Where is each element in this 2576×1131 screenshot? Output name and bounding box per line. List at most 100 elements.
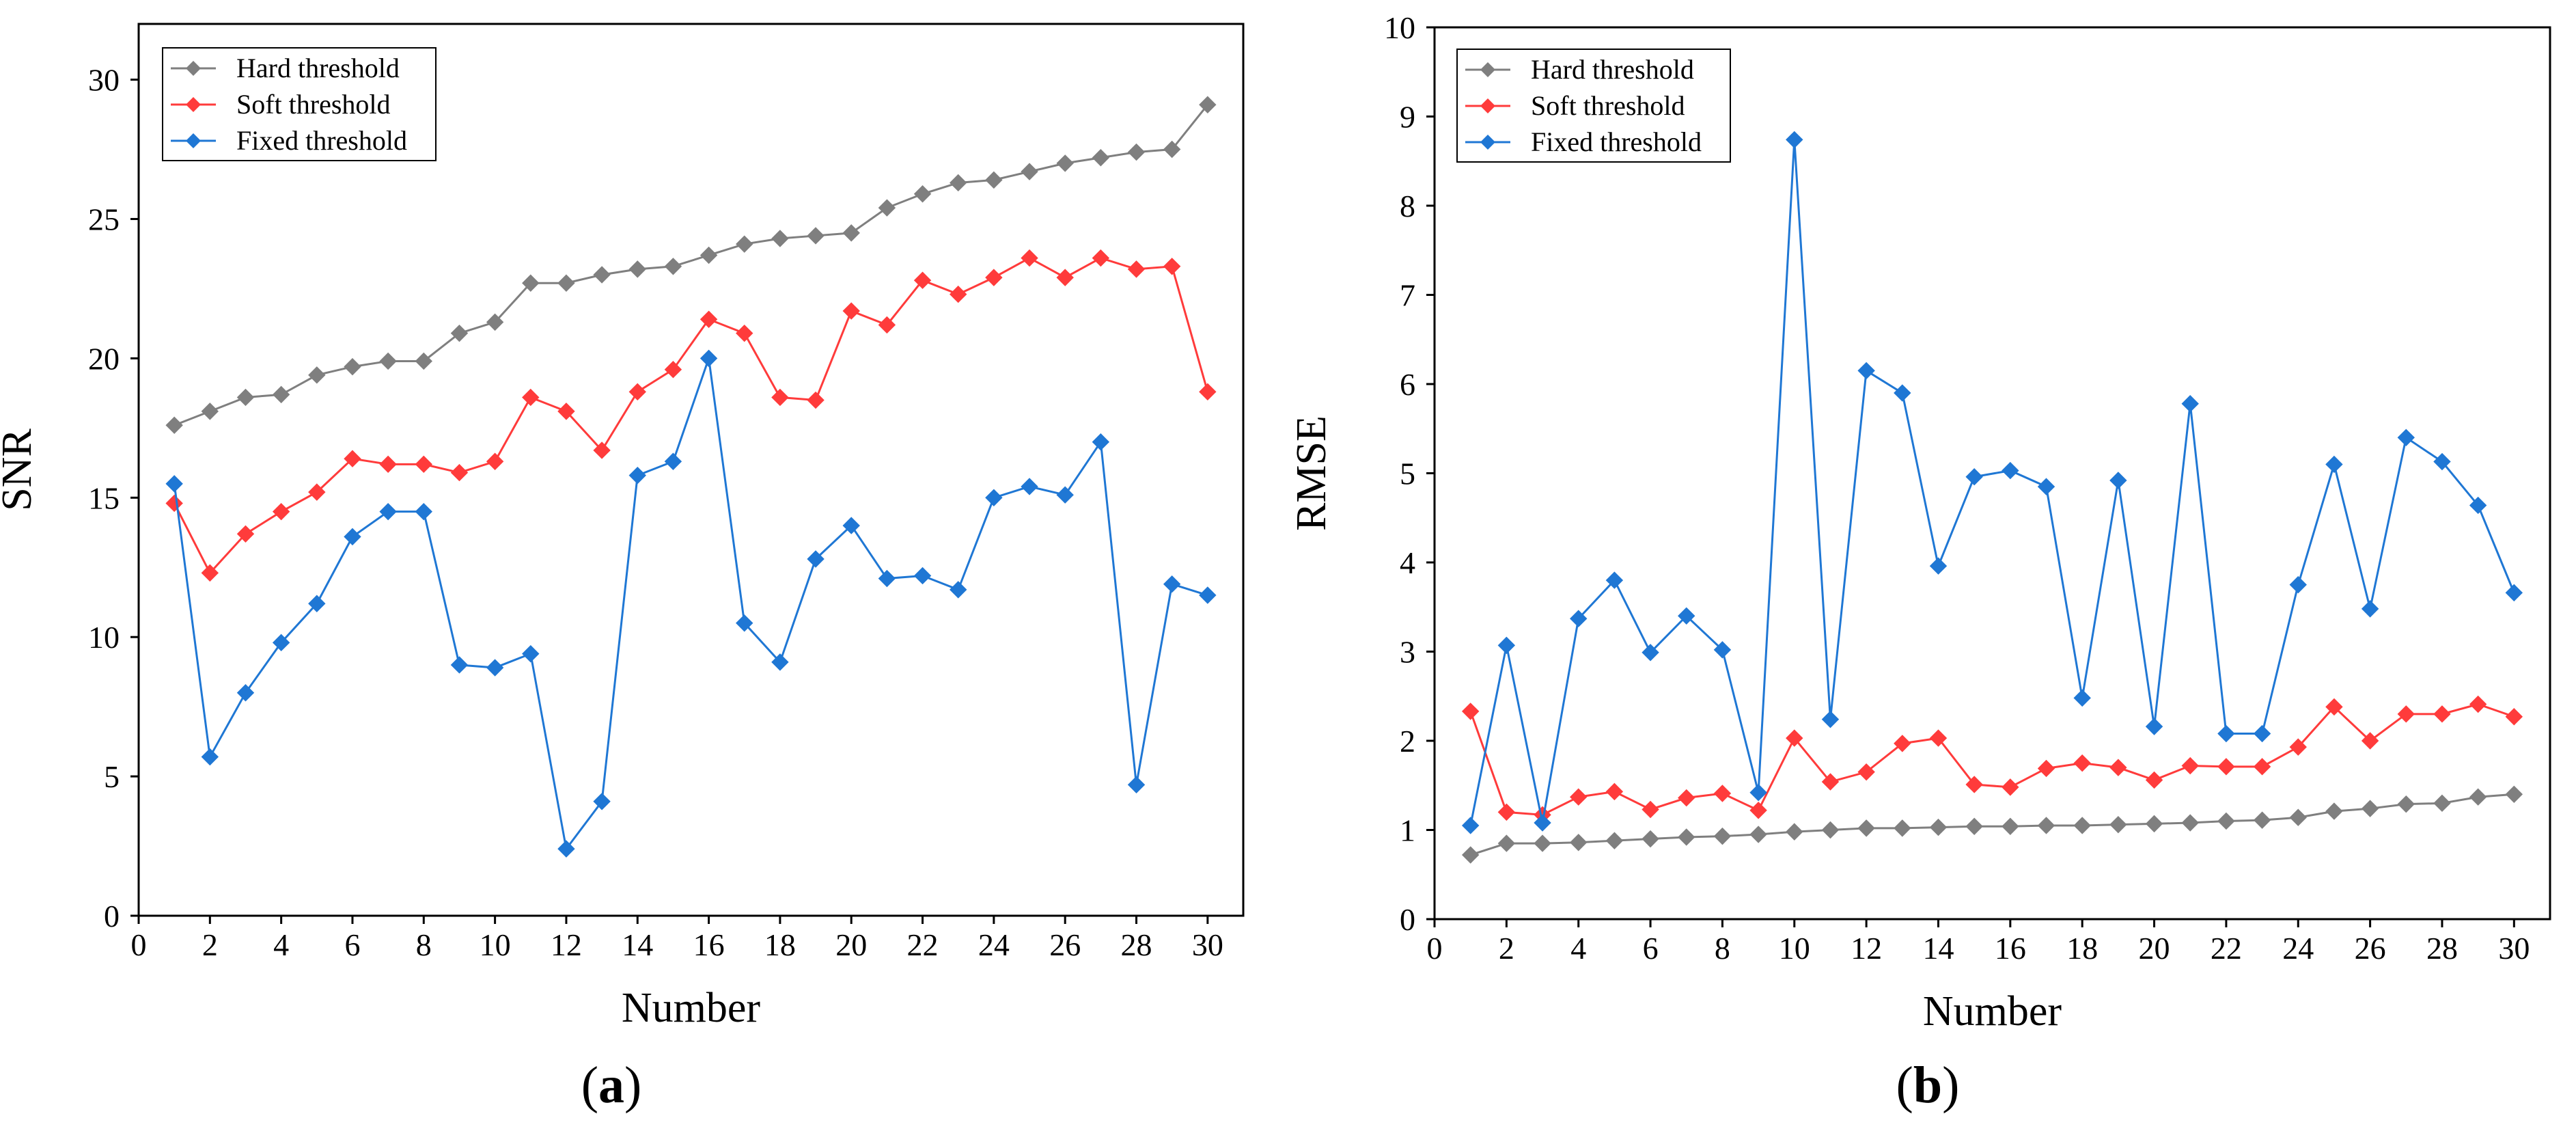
data-point-fixed-threshold — [2145, 718, 2163, 735]
data-point-fixed-threshold — [2505, 584, 2523, 602]
x-tick-label: 14 — [1922, 931, 1954, 966]
data-point-soft-threshold — [2325, 698, 2343, 716]
data-point-hard-threshold — [2181, 814, 2199, 832]
x-tick-label: 10 — [1779, 931, 1810, 966]
data-point-fixed-threshold — [308, 595, 326, 612]
y-tick-label: 5 — [1400, 457, 1415, 491]
data-point-hard-threshold — [486, 313, 504, 331]
data-point-hard-threshold — [1678, 828, 1695, 846]
data-point-fixed-threshold — [1857, 362, 1875, 380]
x-tick-label: 20 — [2139, 931, 2170, 966]
data-point-soft-threshold — [2002, 778, 2019, 796]
data-point-fixed-threshold — [1199, 586, 1217, 604]
data-point-fixed-threshold — [1642, 644, 1659, 662]
data-point-hard-threshold — [1199, 96, 1217, 113]
data-point-fixed-threshold — [236, 684, 255, 702]
data-point-hard-threshold — [1092, 149, 1110, 167]
data-point-fixed-threshold — [1127, 776, 1146, 794]
x-tick-label: 14 — [622, 927, 653, 962]
data-point-hard-threshold — [272, 385, 290, 404]
x-tick-label: 4 — [273, 927, 289, 962]
data-point-hard-threshold — [2002, 817, 2019, 835]
data-point-hard-threshold — [736, 235, 753, 253]
data-point-soft-threshold — [1713, 785, 1732, 802]
data-point-soft-threshold — [807, 391, 825, 409]
data-point-fixed-threshold — [1534, 814, 1551, 832]
data-point-hard-threshold — [2505, 785, 2523, 804]
series-line-fixed-threshold — [1469, 139, 2515, 826]
legend-label-fixed-threshold: Fixed threshold — [236, 125, 407, 156]
x-tick-label: 10 — [480, 927, 511, 962]
data-point-soft-threshold — [1821, 773, 1840, 791]
data-point-hard-threshold — [2037, 817, 2055, 834]
data-point-fixed-threshold — [450, 656, 469, 674]
y-tick-label: 6 — [1400, 367, 1415, 402]
data-point-hard-threshold — [1056, 154, 1074, 172]
data-point-fixed-threshold — [1965, 468, 1983, 486]
x-tick-label: 4 — [1570, 931, 1586, 966]
data-point-fixed-threshold — [1713, 641, 1732, 659]
data-point-hard-threshold — [2397, 795, 2415, 813]
data-point-hard-threshold — [450, 324, 469, 342]
data-point-fixed-threshold — [1461, 817, 1480, 834]
y-tick-label: 20 — [88, 341, 120, 376]
data-point-soft-threshold — [2397, 705, 2415, 723]
data-point-soft-threshold — [842, 302, 860, 320]
legend-marker-hard-threshold — [1480, 62, 1495, 77]
x-tick-label: 22 — [2211, 931, 2242, 966]
data-point-hard-threshold — [1021, 163, 1038, 180]
data-point-soft-threshold — [1199, 383, 1217, 401]
data-point-soft-threshold — [344, 450, 361, 467]
x-tick-label: 20 — [835, 927, 867, 962]
data-point-fixed-threshold — [1894, 384, 1911, 402]
data-point-fixed-threshold — [807, 550, 825, 568]
data-point-fixed-threshold — [700, 349, 718, 368]
data-point-hard-threshold — [2433, 794, 2451, 813]
data-point-soft-threshold — [2109, 759, 2127, 776]
data-point-soft-threshold — [2037, 759, 2055, 778]
data-point-soft-threshold — [1642, 800, 1659, 819]
data-point-soft-threshold — [272, 502, 290, 521]
data-point-fixed-threshold — [272, 633, 290, 652]
x-tick-label: 26 — [1049, 927, 1081, 962]
data-point-hard-threshold — [593, 266, 611, 284]
legend-marker-hard-threshold — [186, 61, 201, 76]
data-point-hard-threshold — [2217, 812, 2235, 830]
data-point-hard-threshold — [1163, 140, 1181, 159]
x-tick-label: 2 — [1499, 931, 1514, 966]
x-tick-label: 28 — [2426, 931, 2458, 966]
data-point-hard-threshold — [415, 352, 432, 370]
y-tick-label: 7 — [1400, 278, 1415, 313]
series-line-soft-threshold — [173, 256, 1209, 575]
x-tick-label: 30 — [2498, 931, 2530, 966]
data-point-hard-threshold — [201, 403, 219, 420]
data-point-soft-threshold — [1929, 729, 1948, 747]
x-tick-label: 16 — [1995, 931, 2026, 966]
data-point-soft-threshold — [1605, 782, 1624, 801]
legend-label-hard-threshold: Hard threshold — [236, 53, 400, 83]
x-tick-label: 8 — [416, 927, 432, 962]
data-point-hard-threshold — [1894, 819, 1911, 837]
data-point-fixed-threshold — [878, 569, 896, 588]
data-point-fixed-threshold — [344, 528, 361, 546]
data-point-fixed-threshold — [2361, 600, 2379, 618]
y-axis-title: SNR — [0, 428, 40, 511]
data-point-hard-threshold — [807, 227, 825, 245]
x-tick-label: 28 — [1121, 927, 1152, 962]
y-tick-label: 30 — [88, 63, 120, 98]
data-point-soft-threshold — [1127, 260, 1146, 278]
data-point-hard-threshold — [2073, 817, 2091, 834]
y-tick-label: 4 — [1400, 545, 1415, 580]
data-point-soft-threshold — [2505, 708, 2523, 726]
data-point-fixed-threshold — [593, 793, 611, 810]
data-point-soft-threshold — [2289, 738, 2307, 756]
data-point-soft-threshold — [1965, 776, 1983, 793]
data-point-hard-threshold — [950, 174, 967, 192]
x-tick-label: 26 — [2355, 931, 2386, 966]
series-line-fixed-threshold — [173, 357, 1208, 851]
panel-a-snr-chart: 0 2 4 6 8 10 12 14 16 18 20 22 24 26 28 30 0 5 10 15 20 25 30 N… — [0, 23, 1245, 1114]
data-point-hard-threshold — [1461, 846, 1480, 864]
data-point-fixed-threshold — [1570, 610, 1588, 627]
x-tick-label: 12 — [551, 927, 582, 962]
x-axis-title: Number — [622, 985, 761, 1031]
